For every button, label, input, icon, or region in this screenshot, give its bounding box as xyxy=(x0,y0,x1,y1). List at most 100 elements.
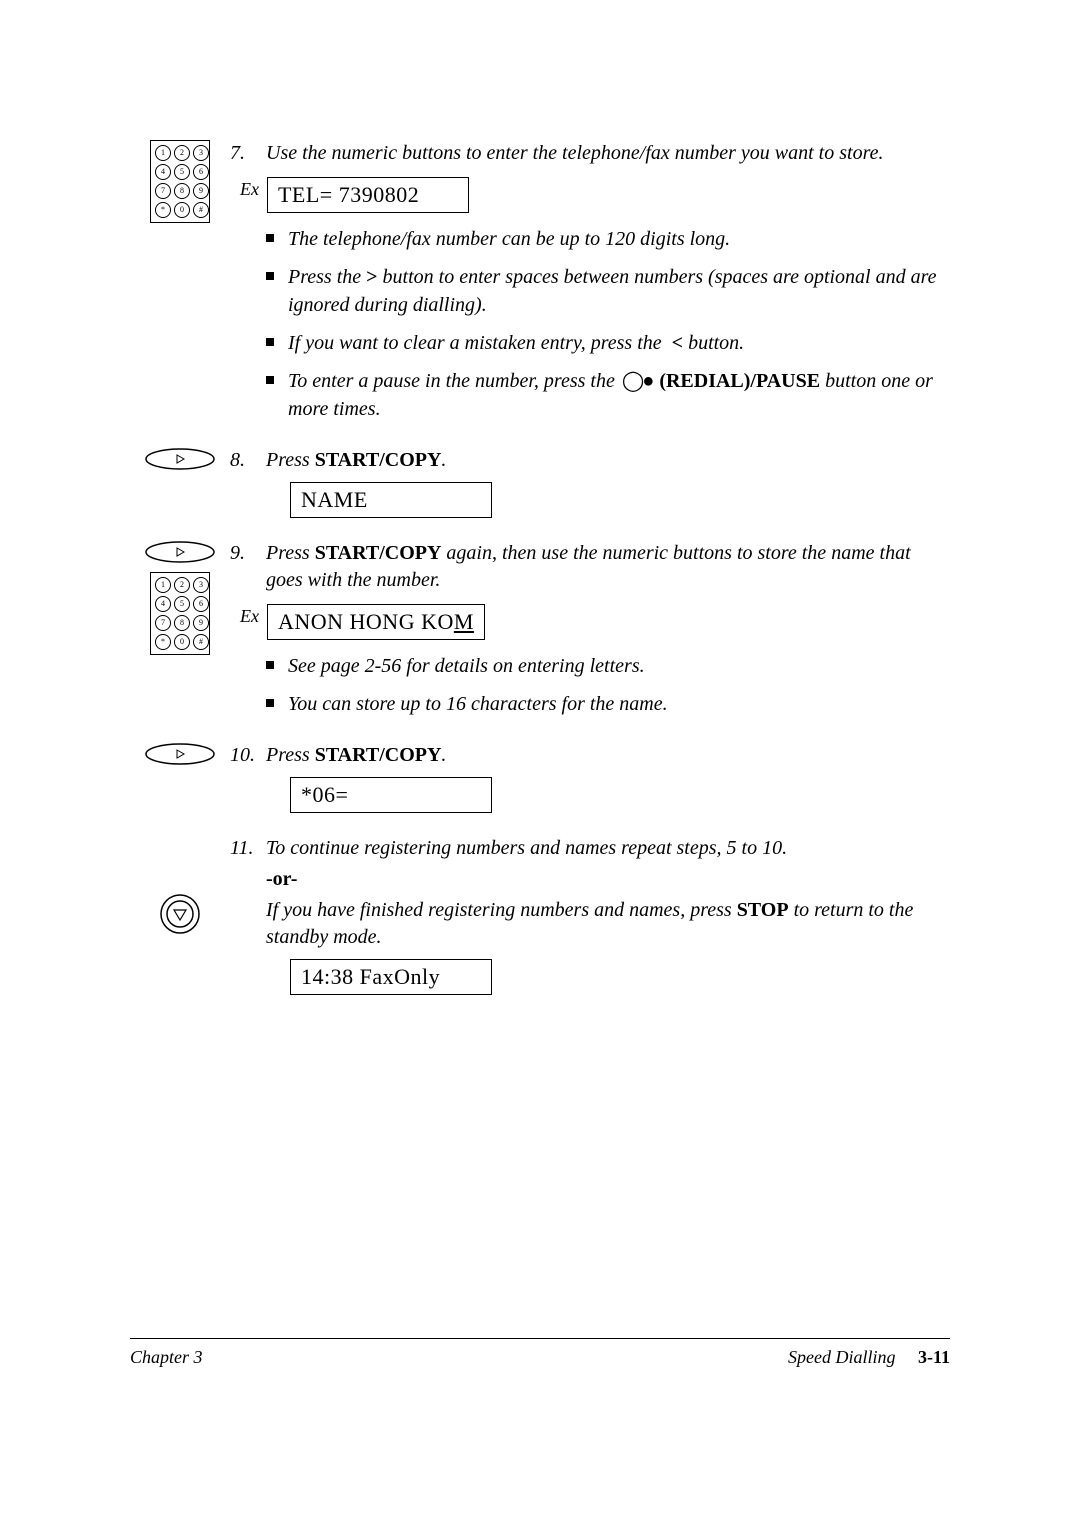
step-7-num: 7. xyxy=(230,140,266,167)
step-9-icons: 1 2 3 4 5 6 7 8 9 * 0 # xyxy=(130,540,230,655)
keypad-key: 1 xyxy=(155,577,171,593)
step-9-ex: Ex ANON HONG KOM xyxy=(240,604,950,640)
keypad-key: 2 xyxy=(174,145,190,161)
lcd-display: *06= xyxy=(290,777,492,813)
stop-button-icon xyxy=(159,893,201,935)
step-9-num: 9. xyxy=(230,540,266,567)
step-8-text: 8. Press START/COPY. NAME xyxy=(230,447,950,526)
lcd-display: NAME xyxy=(290,482,492,518)
step-7-text: 7. Use the numeric buttons to enter the … xyxy=(230,140,950,433)
keypad-icon: 1 2 3 4 5 6 7 8 9 * 0 # xyxy=(150,572,210,655)
step-7-body: Use the numeric buttons to enter the tel… xyxy=(266,140,950,167)
keypad-key: 6 xyxy=(193,164,209,180)
bullet-text: If you want to clear a mistaken entry, p… xyxy=(288,329,744,357)
step-7-ex: Ex TEL= 7390802 xyxy=(240,177,950,213)
bullet-text: The telephone/fax number can be up to 12… xyxy=(288,225,730,253)
bullet-text: You can store up to 16 characters for th… xyxy=(288,690,668,718)
step-8-line: 8. Press START/COPY. xyxy=(230,447,950,474)
keypad-key: * xyxy=(155,634,171,650)
step-11-line: 11. To continue registering numbers and … xyxy=(230,835,950,862)
keypad-key: * xyxy=(155,202,171,218)
bullet-item: Press the > button to enter spaces betwe… xyxy=(266,263,950,319)
footer-right: Speed Dialling 3-11 xyxy=(788,1347,950,1368)
keypad-key: # xyxy=(193,202,209,218)
lcd-display: ANON HONG KOM xyxy=(267,604,485,640)
step-11-after-or: If you have finished registering numbers… xyxy=(266,897,950,951)
step-7: 1 2 3 4 5 6 7 8 9 * 0 # 7. Use the num xyxy=(130,140,950,433)
keypad-key: 5 xyxy=(174,596,190,612)
or-label: -or- xyxy=(266,868,950,891)
step-8-icons xyxy=(130,447,230,471)
bullet-square-icon xyxy=(266,234,274,242)
keypad-key: 1 xyxy=(155,145,171,161)
start-copy-button-icon xyxy=(144,742,216,766)
bullet-item: The telephone/fax number can be up to 12… xyxy=(266,225,950,253)
ex-label: Ex xyxy=(240,179,259,200)
step-11-num: 11. xyxy=(230,835,266,862)
keypad-key: 4 xyxy=(155,596,171,612)
page: 1 2 3 4 5 6 7 8 9 * 0 # 7. Use the num xyxy=(0,0,1080,1438)
step-11: 11. To continue registering numbers and … xyxy=(130,835,950,1003)
footer-left: Chapter 3 xyxy=(130,1347,203,1368)
step-10: 10. Press START/COPY. *06= xyxy=(130,742,950,821)
keypad-key: 8 xyxy=(174,615,190,631)
footer-section: Speed Dialling xyxy=(788,1347,895,1367)
step-9-body: Press START/COPY again, then use the num… xyxy=(266,540,950,594)
keypad-key: 3 xyxy=(193,145,209,161)
step-8: 8. Press START/COPY. NAME xyxy=(130,447,950,526)
keypad-key: 7 xyxy=(155,615,171,631)
step-7-bullets: The telephone/fax number can be up to 12… xyxy=(266,225,950,423)
keypad-key: 8 xyxy=(174,183,190,199)
step-9: 1 2 3 4 5 6 7 8 9 * 0 # 9. xyxy=(130,540,950,728)
bullet-text: To enter a pause in the number, press th… xyxy=(288,367,950,423)
step-8-lcd-wrap: NAME xyxy=(290,482,950,518)
ex-label: Ex xyxy=(240,606,259,627)
step-8-body: Press START/COPY. xyxy=(266,447,950,474)
bullet-text: Press the > button to enter spaces betwe… xyxy=(288,263,950,319)
step-7-line: 7. Use the numeric buttons to enter the … xyxy=(230,140,950,167)
step-9-bullets: See page 2-56 for details on entering le… xyxy=(266,652,950,718)
bullet-item: If you want to clear a mistaken entry, p… xyxy=(266,329,950,357)
bullet-square-icon xyxy=(266,338,274,346)
step-8-num: 8. xyxy=(230,447,266,474)
keypad-key: 5 xyxy=(174,164,190,180)
bullet-item: To enter a pause in the number, press th… xyxy=(266,367,950,423)
bullet-square-icon xyxy=(266,272,274,280)
keypad-key: # xyxy=(193,634,209,650)
keypad-key: 4 xyxy=(155,164,171,180)
keypad-key: 9 xyxy=(193,615,209,631)
keypad-key: 9 xyxy=(193,183,209,199)
start-copy-button-icon xyxy=(144,540,216,564)
page-number: 3-11 xyxy=(918,1347,950,1367)
step-10-icons xyxy=(130,742,230,766)
keypad-key: 6 xyxy=(193,596,209,612)
step-10-body: Press START/COPY. xyxy=(266,742,950,769)
bullet-text: See page 2-56 for details on entering le… xyxy=(288,652,645,680)
step-11-text: 11. To continue registering numbers and … xyxy=(230,835,950,1003)
step-10-lcd-wrap: *06= xyxy=(290,777,950,813)
page-footer: Chapter 3 Speed Dialling 3-11 xyxy=(130,1338,950,1368)
step-10-line: 10. Press START/COPY. xyxy=(230,742,950,769)
step-10-num: 10. xyxy=(230,742,266,769)
keypad-key: 0 xyxy=(174,634,190,650)
bullet-square-icon xyxy=(266,376,274,384)
step-9-line: 9. Press START/COPY again, then use the … xyxy=(230,540,950,594)
step-7-icons: 1 2 3 4 5 6 7 8 9 * 0 # xyxy=(130,140,230,223)
lcd-display: 14:38 FaxOnly xyxy=(290,959,492,995)
keypad-key: 2 xyxy=(174,577,190,593)
bullet-square-icon xyxy=(266,699,274,707)
keypad-icon: 1 2 3 4 5 6 7 8 9 * 0 # xyxy=(150,140,210,223)
keypad-key: 7 xyxy=(155,183,171,199)
keypad-key: 3 xyxy=(193,577,209,593)
step-11-body: To continue registering numbers and name… xyxy=(266,835,950,862)
lcd-display: TEL= 7390802 xyxy=(267,177,469,213)
step-10-text: 10. Press START/COPY. *06= xyxy=(230,742,950,821)
bullet-item: You can store up to 16 characters for th… xyxy=(266,690,950,718)
start-copy-button-icon xyxy=(144,447,216,471)
bullet-item: See page 2-56 for details on entering le… xyxy=(266,652,950,680)
step-11-icons xyxy=(130,835,230,935)
content-area: 1 2 3 4 5 6 7 8 9 * 0 # 7. Use the num xyxy=(130,140,950,1338)
step-11-lcd-wrap: 14:38 FaxOnly xyxy=(290,959,950,995)
bullet-square-icon xyxy=(266,661,274,669)
step-9-text: 9. Press START/COPY again, then use the … xyxy=(230,540,950,728)
